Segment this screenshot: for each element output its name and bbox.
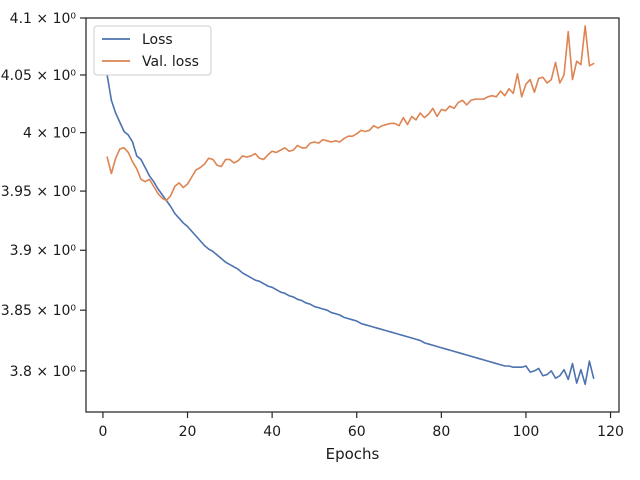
x-tick-label: 100 [513,424,540,440]
x-tick-label: 40 [263,424,281,440]
legend-label-loss: Loss [142,32,173,48]
y-tick-label: 3.8 × 10⁰ [10,364,77,380]
plot-area [106,25,595,386]
x-axis: 0 20 40 60 80 100 120 [98,412,624,440]
x-tick-label: 0 [98,424,107,440]
x-tick-label: 80 [432,424,450,440]
x-tick-label: 20 [179,424,197,440]
y-tick-label: 4 × 10⁰ [23,126,76,142]
legend-label-val-loss: Val. loss [142,54,199,70]
y-tick-label: 4.1 × 10⁰ [10,11,77,27]
x-tick-label: 60 [348,424,366,440]
x-axis-label: Epochs [326,445,380,463]
series-line-val-loss [106,25,595,202]
plot-frame [85,17,620,413]
y-tick-label: 3.9 × 10⁰ [10,243,77,259]
x-tick-label: 120 [597,424,624,440]
y-axis: 3.8 × 10⁰ 3.85 × 10⁰ 3.9 × 10⁰ 3.95 × 10⁰ 4 … [1,11,86,380]
series-line-loss [106,74,595,386]
y-tick-label: 3.95 × 10⁰ [1,184,77,200]
y-tick-label: 3.85 × 10⁰ [1,303,77,319]
y-tick-label: 4.05 × 10⁰ [1,68,77,84]
legend: Loss Val. loss [93,25,212,76]
